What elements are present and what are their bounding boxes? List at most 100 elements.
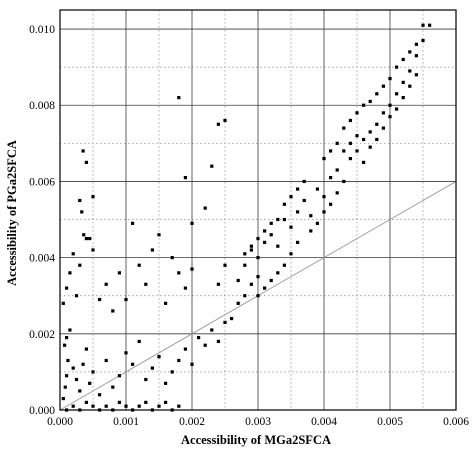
data-point — [348, 118, 352, 123]
data-point — [282, 263, 286, 267]
data-point — [256, 256, 260, 260]
data-point — [401, 80, 405, 84]
data-point — [282, 202, 286, 206]
data-point — [342, 126, 346, 130]
data-point — [263, 240, 267, 244]
data-point — [342, 149, 346, 153]
y-tick-label: 0.002 — [29, 329, 55, 341]
data-point — [401, 57, 405, 62]
data-point — [65, 374, 69, 378]
data-point — [408, 84, 412, 88]
data-point — [315, 221, 319, 225]
y-tick-label: 0.006 — [29, 176, 55, 188]
data-point — [342, 179, 346, 184]
data-point — [190, 362, 194, 366]
data-point — [282, 217, 286, 222]
data-point — [395, 107, 399, 111]
data-point — [117, 374, 121, 378]
data-point — [421, 38, 425, 43]
data-point — [348, 156, 352, 161]
data-point — [131, 221, 135, 225]
data-point — [68, 271, 72, 275]
data-point — [157, 404, 161, 408]
data-point — [355, 149, 359, 153]
data-point — [276, 217, 280, 222]
data-point — [144, 377, 148, 382]
y-tick-label: 0.004 — [29, 253, 55, 265]
data-point — [131, 362, 135, 366]
data-point — [302, 198, 306, 203]
data-point — [355, 111, 359, 115]
data-point — [388, 103, 392, 107]
y-tick-label: 0.008 — [29, 100, 55, 112]
data-point — [335, 168, 339, 172]
data-point — [243, 263, 247, 267]
data-point — [375, 92, 379, 96]
data-point — [230, 316, 234, 321]
data-point — [395, 92, 399, 96]
data-point — [256, 275, 260, 279]
data-point — [249, 282, 253, 286]
data-point — [243, 294, 247, 298]
data-point — [223, 320, 227, 324]
data-point — [362, 103, 366, 107]
data-point — [309, 214, 313, 218]
data-point — [170, 370, 174, 374]
x-tick-label: 0.002 — [179, 416, 205, 428]
data-point — [381, 126, 385, 130]
data-point — [216, 339, 220, 344]
data-point — [61, 301, 65, 305]
data-point — [355, 134, 359, 138]
data-point — [276, 244, 280, 248]
data-point — [124, 404, 128, 408]
data-point — [315, 187, 319, 191]
data-point — [289, 195, 293, 199]
data-point — [322, 195, 326, 199]
data-point — [84, 400, 88, 404]
data-point — [263, 286, 267, 290]
data-point — [203, 343, 207, 347]
data-point — [84, 160, 88, 164]
data-point — [401, 96, 405, 100]
data-point — [322, 156, 326, 161]
data-point — [98, 393, 102, 397]
data-point — [216, 122, 220, 126]
data-point — [71, 252, 75, 256]
data-point — [309, 229, 313, 233]
data-point — [395, 65, 399, 69]
data-point — [164, 400, 168, 404]
data-point — [74, 294, 79, 298]
data-point — [269, 233, 273, 237]
data-point — [71, 404, 75, 408]
data-point — [91, 370, 95, 374]
data-point — [81, 149, 85, 153]
data-point — [296, 187, 300, 191]
data-point — [302, 179, 306, 184]
data-point — [104, 358, 108, 363]
data-point — [329, 149, 333, 153]
data-point — [111, 385, 115, 389]
data-point — [263, 229, 267, 233]
data-point — [223, 263, 227, 267]
y-axis-ticks: 0.000 0.002 0.004 0.006 0.008 0.010 — [29, 24, 55, 417]
x-tick-label: 0.006 — [443, 416, 469, 428]
data-point — [150, 248, 154, 252]
data-point — [78, 389, 82, 393]
data-point — [190, 221, 194, 225]
data-point — [335, 191, 339, 195]
data-point — [63, 343, 67, 347]
data-point — [137, 263, 141, 267]
data-point — [368, 99, 372, 104]
data-point — [362, 160, 366, 164]
data-point — [322, 210, 326, 214]
data-point — [150, 366, 154, 370]
data-point — [348, 141, 352, 145]
data-point — [368, 130, 372, 134]
data-point — [408, 50, 412, 54]
data-point — [137, 339, 141, 344]
data-point — [177, 271, 181, 275]
data-point — [197, 336, 201, 340]
data-point — [269, 221, 273, 225]
